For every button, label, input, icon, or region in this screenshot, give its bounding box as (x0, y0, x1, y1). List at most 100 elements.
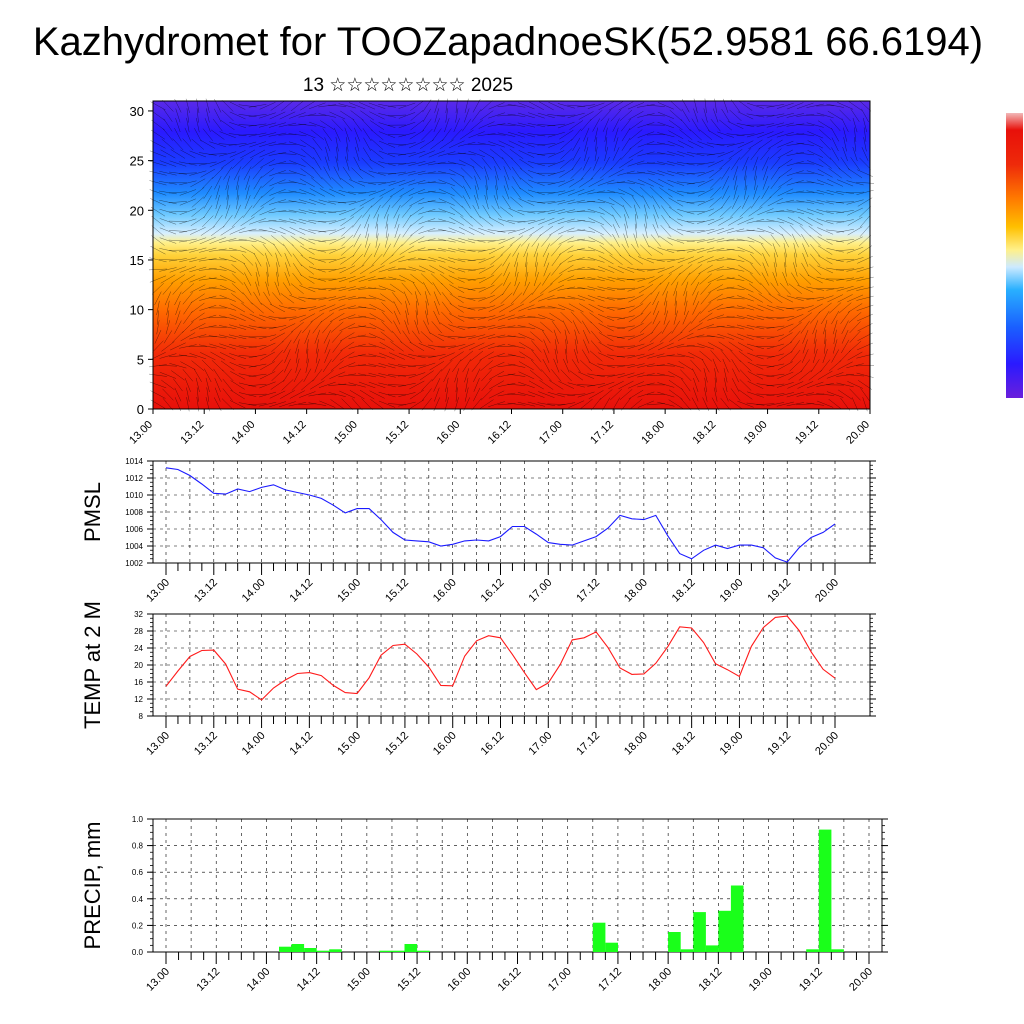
wind-line (424, 291, 429, 306)
wind-line (726, 257, 745, 262)
wind-line (502, 253, 511, 267)
wind-line (361, 398, 373, 411)
wind-line (248, 132, 267, 137)
wind-line (348, 191, 367, 194)
wind-line (706, 247, 725, 253)
wind-line (240, 149, 256, 159)
wind-line (730, 350, 742, 362)
wind-line (226, 185, 229, 200)
wind-line (607, 334, 625, 339)
wind-line (219, 131, 236, 139)
wind-line (276, 262, 279, 277)
wind-line (507, 123, 526, 127)
wind-line (696, 228, 715, 234)
wind-line (241, 253, 254, 266)
wind-line (816, 209, 834, 215)
wind-line (198, 268, 217, 271)
wind-line (527, 122, 546, 128)
wind-line (488, 370, 505, 380)
wind-line (408, 247, 426, 253)
wind-line (657, 102, 674, 110)
x-tick-label: 17.00 (526, 577, 554, 605)
wind-line (427, 230, 446, 232)
wind-line (260, 168, 275, 179)
y-tick-label: 0 (137, 402, 144, 417)
wind-line (190, 216, 205, 227)
wind-line (637, 113, 655, 118)
wind-line (587, 373, 605, 378)
wind-line (179, 218, 197, 225)
wind-line (537, 152, 556, 156)
wind-line (340, 216, 355, 227)
wind-line (806, 103, 824, 108)
wind-line (667, 179, 685, 186)
wind-line (299, 178, 315, 188)
x-tick-label: 18.12 (697, 966, 725, 994)
wind-line (861, 147, 869, 161)
y-tick-label: 28 (134, 627, 143, 636)
wind-line (500, 292, 513, 304)
wind-line (149, 257, 167, 263)
x-tick-label: 14.00 (245, 966, 273, 994)
wind-line (271, 369, 284, 381)
wind-line (328, 295, 346, 301)
wind-line (348, 382, 366, 388)
wind-line (410, 100, 424, 111)
wind-line (520, 292, 533, 304)
wind-line (467, 267, 486, 272)
x-tick-label: 18.00 (622, 730, 650, 758)
wind-line (707, 227, 725, 234)
wind-line (322, 359, 332, 373)
wind-line (548, 226, 564, 236)
wind-line (510, 157, 523, 170)
wind-line (478, 121, 495, 129)
wind-line (756, 105, 775, 107)
wind-line (290, 235, 305, 246)
wind-line (686, 172, 705, 175)
wind-line (348, 364, 367, 368)
wind-line (854, 127, 857, 142)
wind-line (214, 204, 221, 219)
wind-line (637, 342, 654, 351)
wind-line (358, 373, 376, 378)
wind-line (219, 343, 237, 350)
wind-line (557, 199, 575, 205)
x-tick-label: 15.00 (345, 966, 373, 994)
wind-line (648, 274, 664, 284)
wind-line (196, 108, 199, 123)
wind-line (777, 217, 794, 225)
wind-line (312, 138, 323, 151)
wind-line (560, 138, 573, 150)
wind-line (445, 108, 449, 123)
wind-line (577, 189, 595, 196)
wind-line (288, 133, 307, 137)
wind-line (346, 146, 349, 162)
wind-line (211, 360, 224, 372)
wind-line (190, 312, 205, 323)
wind-line (169, 342, 186, 351)
wind-line (847, 381, 864, 389)
wind-line (491, 205, 502, 218)
wind-line (409, 197, 425, 207)
wind-line (757, 227, 774, 235)
wind-line (196, 117, 200, 133)
wind-line (299, 227, 316, 234)
wind-line (657, 401, 675, 407)
wind-line (748, 139, 763, 150)
wind-line (458, 295, 476, 301)
wind-line (652, 224, 660, 238)
wind-line (348, 343, 366, 349)
wind-line (500, 244, 513, 256)
chart-title: Kazhydromet for TOOZapadnoeSK(52.9581 66… (33, 20, 983, 64)
wind-line (796, 133, 815, 137)
wind-line (523, 243, 530, 258)
wind-line (738, 100, 753, 111)
wind-line (477, 240, 496, 242)
wind-line (159, 237, 177, 244)
wind-line (644, 223, 648, 239)
wind-line (806, 170, 824, 176)
wind-line (799, 273, 812, 285)
wind-line (597, 295, 615, 301)
wind-line (218, 325, 237, 330)
wind-line (497, 355, 516, 357)
